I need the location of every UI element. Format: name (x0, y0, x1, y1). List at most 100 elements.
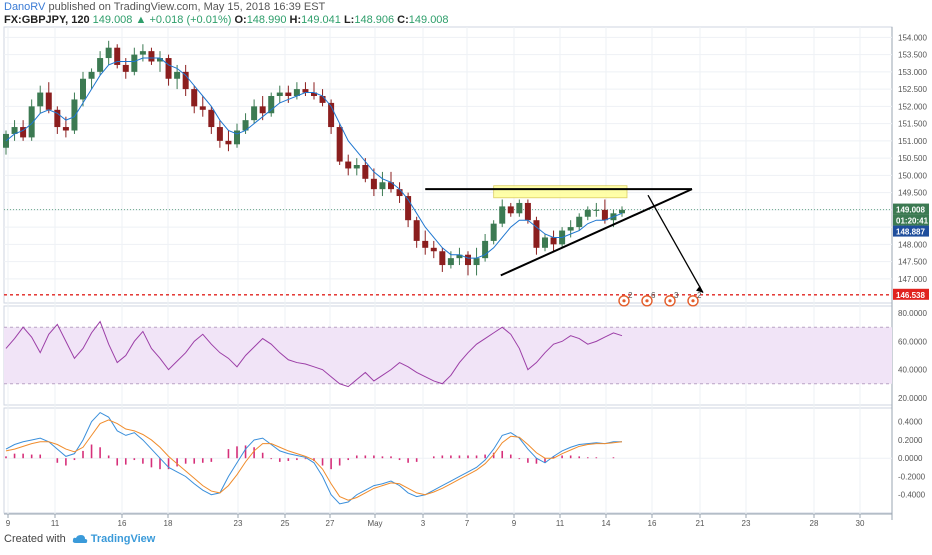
time-tick-label: 3 (421, 519, 426, 528)
candle-body (242, 120, 249, 131)
time-tick-label: 30 (856, 519, 865, 528)
created-with-text: Created with (4, 533, 66, 545)
candle-body (319, 96, 326, 103)
candle-body (499, 206, 506, 224)
candle-body (353, 165, 360, 169)
candle-body (465, 254, 471, 266)
price-tick-label: 154.000 (898, 33, 927, 42)
candle-body (422, 240, 429, 248)
time-tick-label: 21 (696, 519, 705, 528)
price-tag (893, 288, 929, 300)
price-tick-label: 152.000 (898, 102, 927, 111)
candle-body (576, 216, 583, 228)
candle-body (542, 237, 548, 248)
candle-body (174, 71, 181, 79)
candle-body (490, 223, 497, 241)
candle-body (157, 58, 163, 62)
candle-body (11, 127, 18, 134)
candle-body (225, 140, 232, 145)
resistance-zone (493, 185, 628, 199)
candle-body (533, 220, 540, 248)
candle-body (165, 58, 172, 79)
rsi-tick-label: 40.0000 (898, 366, 927, 375)
projection-arrow-line (647, 194, 704, 293)
candle-body (97, 58, 104, 72)
candle-body (405, 196, 412, 221)
rsi-band (4, 327, 892, 384)
price-tag-label: 146.538 (896, 291, 925, 300)
tradingview-logo[interactable]: TradingView (72, 533, 155, 545)
price-tick-label: 150.500 (898, 154, 927, 163)
event-marker-count: 2 (628, 291, 633, 300)
candle-body (370, 178, 377, 190)
signal-line (5, 419, 623, 501)
price-tag-label: 148.887 (896, 228, 925, 237)
event-marker-count: 2 (697, 291, 702, 300)
open-label: O: (234, 14, 247, 26)
time-tick-label: 9 (6, 519, 11, 528)
time-tick-label: 14 (602, 519, 611, 528)
candle-body (54, 109, 61, 128)
candle-body (516, 202, 523, 214)
candle-body (302, 89, 309, 93)
price-tick-label: 153.000 (898, 68, 927, 77)
candle-body (593, 209, 600, 211)
candle-body (45, 92, 52, 110)
event-marker-dot (691, 299, 695, 303)
candle-body (148, 51, 155, 62)
candle-body (328, 102, 335, 128)
event-marker-dot (668, 299, 672, 303)
time-tick-label: 11 (51, 519, 60, 528)
author-link[interactable]: DanoRV (4, 1, 46, 13)
price-change: +0.018 (+0.01%) (149, 14, 232, 26)
close-label: C: (397, 14, 409, 26)
candle-body (251, 106, 258, 121)
price-tick-label: 147.000 (898, 275, 927, 284)
candle-body (336, 127, 343, 162)
candle-body (20, 127, 27, 138)
publish-info: DanoRV published on TradingView.com, May… (4, 1, 325, 14)
price-tick-label: 149.500 (898, 189, 927, 198)
candle-body (216, 127, 223, 141)
macd-tick-label: 0.2000 (898, 436, 923, 445)
candle-body (567, 227, 574, 231)
price-tag-label: 01:20:41 (896, 217, 929, 226)
candle-body (131, 54, 138, 72)
candle-body (293, 89, 300, 96)
candle-body (80, 78, 86, 100)
price-tag (893, 225, 929, 237)
macd-tick-label: 0.4000 (898, 418, 923, 427)
rsi-line (5, 320, 623, 388)
candle-body (482, 240, 489, 259)
macd-tick-label: -0.4000 (898, 491, 926, 500)
candle-body (191, 89, 198, 107)
candle-body (285, 92, 292, 96)
published-text: published on TradingView.com, May 15, 20… (48, 1, 326, 13)
candle-body (447, 258, 454, 266)
support-trendline (500, 188, 693, 277)
time-tick-label: 23 (234, 519, 243, 528)
price-tick-label: 153.500 (898, 51, 927, 60)
candle-body (208, 109, 215, 128)
time-tick-label: 7 (465, 519, 470, 528)
time-tick-label: 18 (164, 519, 173, 528)
candle-body (311, 92, 317, 96)
high-value: 149.041 (301, 14, 341, 26)
candle-body (28, 106, 35, 138)
event-marker-count: 6 (651, 291, 656, 300)
candle-body (139, 51, 146, 55)
candle-body (62, 127, 69, 131)
moving-average-line (5, 57, 623, 259)
candle-body (473, 258, 480, 266)
price-pane-frame (3, 26, 893, 304)
close-value: 149.008 (408, 14, 449, 26)
time-tick-label: 27 (326, 519, 335, 528)
event-marker-count: 3 (674, 291, 679, 300)
high-label: H: (289, 14, 302, 26)
candle-body (619, 209, 625, 214)
candle-body (122, 64, 129, 72)
candle-body (88, 71, 95, 79)
price-tick-label: 150.000 (898, 171, 927, 180)
candle-body (114, 47, 121, 65)
